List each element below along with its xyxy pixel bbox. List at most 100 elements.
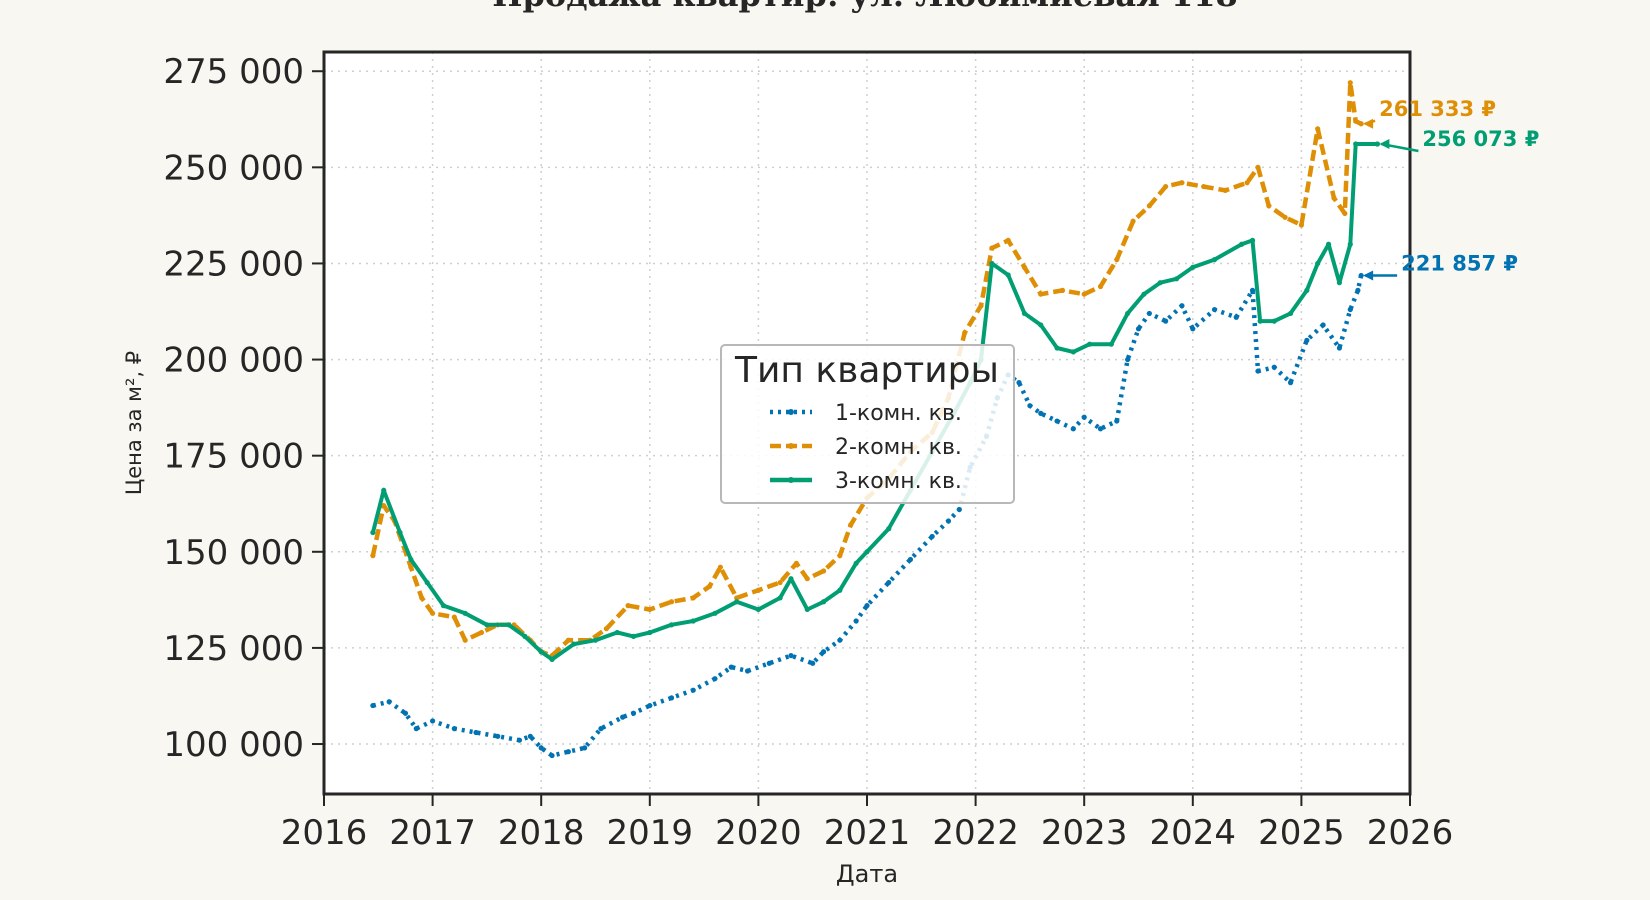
x-tick-label: 2017 (389, 813, 476, 853)
data-point (1315, 260, 1321, 267)
data-point (1347, 241, 1353, 247)
data-point (1271, 364, 1277, 370)
data-point (717, 564, 723, 570)
data-point (668, 622, 675, 628)
data-point (1347, 80, 1353, 86)
series-line (372, 275, 1364, 758)
data-point (1244, 180, 1250, 186)
x-tick-label: 2019 (607, 813, 694, 853)
data-point (424, 579, 430, 586)
end-value-label: 261 333 ₽ (1379, 97, 1496, 121)
data-point (1081, 291, 1087, 297)
data-point (1325, 241, 1332, 247)
data-point (506, 622, 512, 628)
legend-item: 2-комн. кв. (770, 435, 962, 460)
data-point (1239, 241, 1245, 247)
data-point (788, 652, 794, 659)
data-point (625, 603, 631, 609)
y-axis-label: Цена за м², ₽ (122, 351, 146, 495)
data-point (1173, 276, 1180, 282)
data-point (1097, 283, 1104, 290)
data-point (1190, 264, 1196, 270)
data-point (386, 699, 392, 705)
data-point (603, 626, 609, 632)
data-point (440, 603, 447, 609)
data-point (397, 529, 403, 536)
legend-box (720, 344, 1015, 504)
data-point (1211, 257, 1218, 263)
data-point (1125, 356, 1131, 363)
data-point (1141, 291, 1147, 297)
data-point (381, 487, 387, 493)
x-tick-label: 2021 (824, 813, 911, 853)
data-point (837, 637, 843, 643)
data-point (804, 606, 810, 613)
data-point (370, 529, 376, 536)
data-point (1081, 414, 1087, 420)
data-point (1021, 264, 1028, 270)
data-point (1070, 426, 1076, 432)
data-point (1016, 380, 1022, 386)
legend-label: 2-комн. кв. (835, 435, 962, 460)
data-point (614, 629, 620, 636)
data-point (370, 553, 376, 559)
legend: Тип квартиры 1-комн. кв. 2-комн. кв. 3-ком… (720, 344, 1015, 504)
data-point (1108, 341, 1114, 347)
grid (323, 52, 1411, 794)
data-point (1038, 322, 1044, 328)
legend-item: 1-комн. кв. (770, 401, 962, 426)
data-point (408, 564, 414, 570)
data-point (565, 749, 571, 755)
y-tick-label: 150 000 (163, 533, 304, 573)
data-point (484, 622, 490, 628)
data-point (598, 726, 604, 732)
legend-item: 3-комн. кв. (770, 469, 962, 494)
data-point (766, 660, 772, 666)
y-tick-label: 100 000 (163, 725, 304, 765)
data-point (630, 633, 637, 639)
data-point (848, 522, 854, 528)
data-point (690, 595, 696, 601)
x-tick-label: 2023 (1041, 813, 1128, 853)
data-point (571, 641, 577, 647)
data-point (647, 702, 653, 709)
data-point (1125, 310, 1131, 317)
data-point (929, 533, 935, 540)
end-value-label: 221 857 ₽ (1401, 252, 1518, 276)
data-point (668, 695, 675, 701)
data-point (1287, 310, 1294, 317)
data-point (1233, 314, 1239, 320)
data-point (413, 726, 419, 732)
data-point (755, 606, 762, 613)
data-point (820, 568, 827, 574)
y-tick-label: 175 000 (163, 437, 304, 477)
data-point (538, 649, 544, 655)
data-point (1298, 222, 1304, 228)
data-point (430, 610, 436, 616)
end-labels: 221 857 ₽ 261 333 ₽ 256 073 ₽ (1363, 97, 1539, 281)
data-point (1190, 326, 1196, 332)
data-point (793, 560, 800, 566)
data-point (1054, 418, 1060, 424)
y-axis: 100 000 125 000 150 000 175 000 200 000 225 0… (163, 52, 324, 765)
data-point (620, 714, 626, 720)
data-point (1358, 272, 1364, 279)
data-point (381, 503, 387, 509)
data-point (853, 560, 859, 566)
chart-title: Продажа квартир: ул. Любимиевая 118 (492, 0, 1237, 14)
data-point (755, 587, 762, 593)
legend-marker (788, 443, 794, 449)
data-point (1249, 287, 1256, 293)
data-point (1130, 218, 1136, 224)
data-point (810, 660, 816, 666)
data-point (788, 576, 794, 582)
data-point (777, 579, 783, 586)
data-point (1282, 214, 1288, 220)
data-point (1005, 237, 1011, 243)
data-point (565, 637, 571, 643)
x-axis-label: Дата (836, 860, 898, 888)
data-point (1157, 280, 1163, 286)
data-point (744, 668, 751, 674)
legend-title: Тип квартиры (734, 350, 999, 391)
